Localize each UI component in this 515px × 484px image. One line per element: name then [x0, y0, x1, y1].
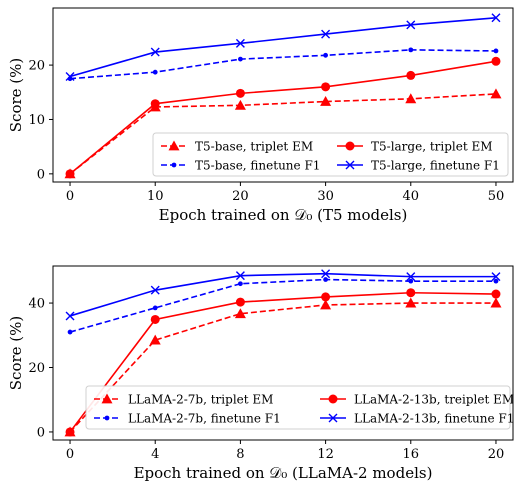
chart-top-t5: 0 10 20 30 40 50 0 10 20 Epoch trained on 𝒟₀ (T5 … — [7, 7, 514, 224]
series-line — [69, 278, 496, 333]
legend-entry-label: LLaMA-2-7b, finetune F1 — [128, 412, 281, 426]
data-point — [408, 47, 414, 53]
y-axis-label: Score (%) — [7, 58, 25, 132]
data-point — [235, 38, 245, 48]
legend-box — [152, 132, 509, 177]
data-point — [150, 99, 160, 109]
legend-marker — [101, 393, 113, 404]
legend-marker — [104, 415, 110, 421]
data-point — [238, 281, 243, 287]
series-line — [69, 302, 496, 433]
legend-entry-label: T5-large, triplet EM — [371, 140, 493, 154]
legend-marker — [171, 162, 177, 168]
x-tick-label: 30 — [317, 189, 334, 204]
data-point — [321, 82, 331, 92]
legend-entry-label: LLaMA-2-13b, treiplet EM — [354, 393, 514, 407]
data-point — [152, 69, 158, 75]
data-point — [320, 299, 332, 310]
data-point — [65, 427, 75, 437]
x-tick-label: 50 — [488, 189, 505, 204]
data-point — [234, 99, 246, 110]
y-tick-label: 0 — [37, 425, 45, 440]
x-axis-label: Epoch trained on 𝒟₀ (LLaMA-2 models) — [134, 464, 433, 482]
data-point — [491, 272, 501, 282]
data-point — [67, 329, 73, 335]
y-tick-label: 20 — [28, 59, 45, 74]
legend-box — [85, 385, 511, 430]
data-point — [493, 48, 499, 54]
data-point — [65, 311, 75, 321]
legend-entry-label: T5-base, finetune F1 — [195, 159, 320, 173]
data-point — [235, 271, 245, 281]
data-point — [491, 56, 501, 66]
x-tick-label: 20 — [232, 189, 249, 204]
x-tick-label: 20 — [488, 447, 505, 462]
data-point — [490, 88, 502, 99]
x-tick-label: 8 — [236, 447, 244, 462]
x-tick-label: 0 — [66, 189, 74, 204]
data-point — [149, 334, 161, 345]
y-tick-label: 10 — [28, 113, 45, 128]
legend-entry-label: LLaMA-2-13b, finetune F1 — [354, 412, 514, 426]
legend-marker — [328, 394, 338, 404]
x-tick-label: 10 — [147, 189, 164, 204]
data-point — [405, 297, 417, 308]
data-point — [150, 47, 160, 57]
data-point — [406, 288, 416, 298]
y-tick-label: 20 — [28, 361, 45, 376]
data-point — [150, 314, 160, 324]
series-line — [69, 93, 497, 175]
legend-marker — [328, 413, 338, 423]
x-axis-label: Epoch trained on 𝒟₀ (T5 models) — [159, 206, 408, 224]
series-line — [69, 49, 496, 80]
data-point — [320, 96, 332, 106]
series-line — [69, 16, 497, 78]
data-point — [323, 52, 328, 58]
series-line — [69, 272, 496, 317]
data-point — [490, 297, 502, 308]
series-line — [69, 60, 497, 175]
data-point — [406, 70, 416, 80]
x-tick-label: 40 — [403, 189, 420, 204]
legend-marker — [168, 140, 180, 151]
x-tick-label: 12 — [317, 447, 334, 462]
legend-entry-label: LLaMA-2-7b, triplet EM — [128, 393, 273, 407]
plot-frame — [52, 7, 514, 183]
data-point — [406, 272, 416, 282]
data-point — [406, 20, 416, 30]
data-point — [408, 278, 414, 284]
data-point — [238, 56, 243, 62]
x-tick-label: 4 — [151, 447, 159, 462]
series-line — [69, 291, 496, 433]
data-point — [321, 292, 331, 302]
legend: LLaMA-2-7b, triplet EM LLaMA-2-13b, treip… — [85, 385, 514, 430]
data-point — [234, 308, 246, 319]
data-point — [235, 88, 245, 98]
data-point — [150, 285, 160, 295]
plot-frame — [52, 265, 514, 441]
legend-marker — [345, 160, 355, 170]
data-point — [405, 93, 417, 104]
y-tick-label: 0 — [37, 167, 45, 182]
x-tick-label: 16 — [403, 447, 420, 462]
data-point — [152, 305, 158, 311]
y-axis-label: Score (%) — [7, 316, 25, 390]
data-point — [323, 277, 328, 282]
x-tick-label: 0 — [66, 447, 74, 462]
data-point — [491, 289, 501, 299]
data-point — [65, 72, 75, 82]
data-point — [493, 278, 499, 284]
data-point — [321, 29, 331, 39]
legend: T5-base, triplet EM T5-large, triplet EM T… — [152, 132, 509, 177]
data-point — [491, 13, 501, 23]
data-point — [65, 169, 75, 179]
legend-entry-label: T5-base, triplet EM — [195, 140, 313, 154]
data-point — [235, 297, 245, 307]
chart-bottom-llama2: 0 4 8 12 16 20 0 20 40 Epoch trained on 𝒟₀ (LLaMA… — [7, 265, 514, 482]
legend-marker — [345, 141, 355, 151]
data-point — [321, 269, 331, 279]
y-tick-label: 40 — [28, 297, 45, 312]
legend-entry-label: T5-large, finetune F1 — [371, 159, 500, 173]
